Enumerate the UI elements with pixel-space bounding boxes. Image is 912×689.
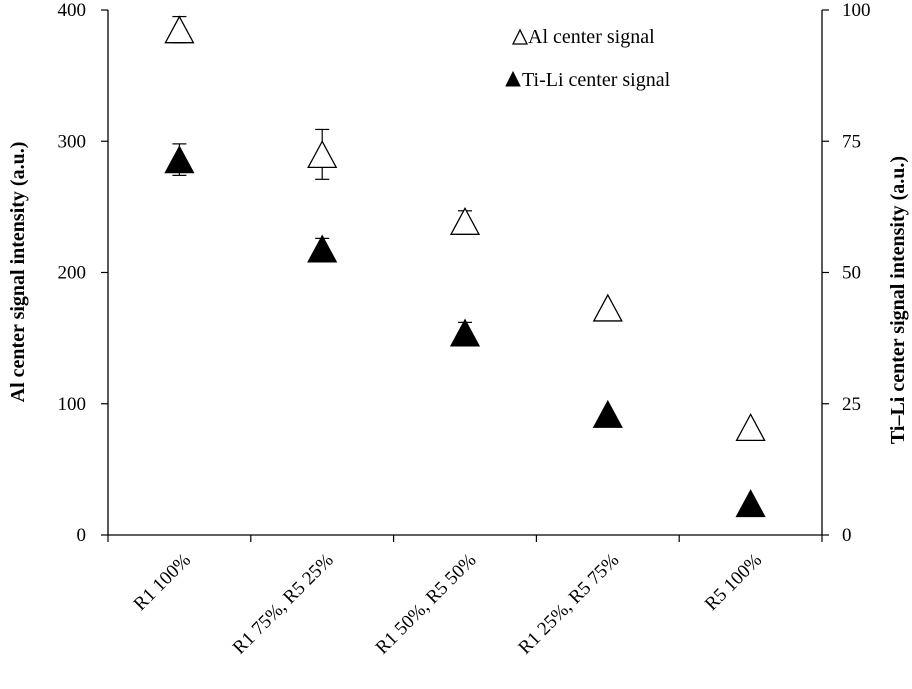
y-tick-label-left: 200 (58, 263, 87, 284)
y-tick-label-left: 100 (58, 394, 87, 415)
data-marks (164, 15, 766, 518)
y-tick-label-right: 50 (842, 263, 861, 284)
y-tick-label-left: 0 (77, 525, 87, 546)
al-data-point (735, 413, 766, 442)
x-tick-label: R1 25%, R5 75% (514, 550, 623, 659)
y-axis-title-left: Al center signal intensity (a.u.) (7, 142, 29, 403)
al-data-point (449, 206, 481, 235)
legend-label-al: Al center signal (528, 26, 655, 48)
legend: Al center signal Ti-Li center signal (505, 26, 671, 91)
x-tick-label: R1 50%, R5 50% (372, 550, 481, 659)
tili-data-point (307, 234, 338, 263)
legend-label-tili: Ti-Li center signal (522, 69, 671, 91)
tili-data-point (164, 145, 195, 174)
al-data-point (164, 15, 195, 44)
x-tick-label: R1 75%, R5 25% (229, 550, 338, 659)
y-axis-title-right: Ti–Li center signal intensity (a.u.) (887, 156, 909, 444)
legend-item-al: Al center signal (511, 26, 655, 48)
y-tick-label-right: 25 (842, 394, 861, 415)
legend-open-triangle-icon (511, 28, 529, 45)
y-tick-label-right: 75 (842, 131, 861, 152)
y-tick-label-right: 0 (842, 525, 852, 546)
al-data-point (592, 293, 623, 322)
x-tick-label: R5 100% (701, 550, 766, 615)
y-tick-label-left: 400 (58, 0, 87, 21)
legend-filled-triangle-icon (505, 70, 521, 87)
y-tick-label-right: 100 (842, 0, 871, 21)
y-tick-label-left: 300 (58, 131, 87, 152)
x-tick-label: R1 100% (130, 550, 195, 615)
tili-data-point (592, 399, 623, 428)
al-data-point (307, 140, 338, 169)
tili-data-point (735, 489, 766, 518)
legend-item-tili: Ti-Li center signal (505, 69, 671, 91)
tili-data-point (449, 318, 481, 347)
